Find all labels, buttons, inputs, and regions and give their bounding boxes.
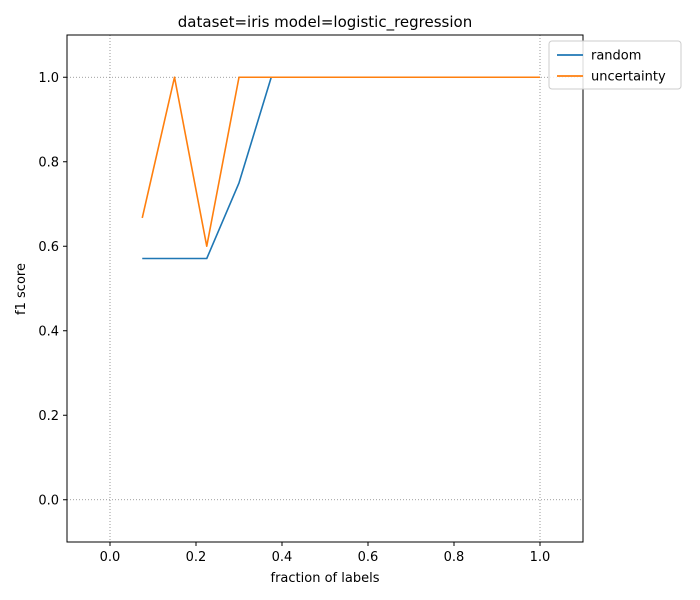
x-axis-label: fraction of labels [271,571,380,586]
legend: random uncertainty [548,40,682,90]
series-line-uncertainty [141,76,540,248]
legend-box [548,40,682,90]
plot-area: 0.0 0.2 0.4 0.6 0.8 1.0 0.0 0.2 0.4 0.6 0.8 1.0 [38,34,584,565]
y-tick-label: 0.8 [38,155,59,170]
plot-frame [66,34,584,543]
y-tick-label: 0.6 [38,240,59,255]
legend-label-random: random [591,49,641,64]
y-tick-label: 0.0 [38,493,59,508]
y-tick-label: 0.4 [38,324,59,339]
chart-title: dataset=iris model=logistic_regression [178,13,472,32]
x-tick-label: 0.8 [444,550,465,565]
y-tick-label: 1.0 [38,71,59,86]
legend-label-uncertainty: uncertainty [591,70,666,85]
series-line-random [142,76,540,260]
x-tick-label: 0.6 [358,550,379,565]
x-tick-label: 0.0 [100,550,121,565]
x-tick-label: 0.2 [186,550,207,565]
y-tick-label: 0.2 [38,409,59,424]
y-axis-label: f1 score [14,263,29,315]
x-tick-label: 1.0 [530,550,551,565]
x-tick-label: 0.4 [272,550,293,565]
